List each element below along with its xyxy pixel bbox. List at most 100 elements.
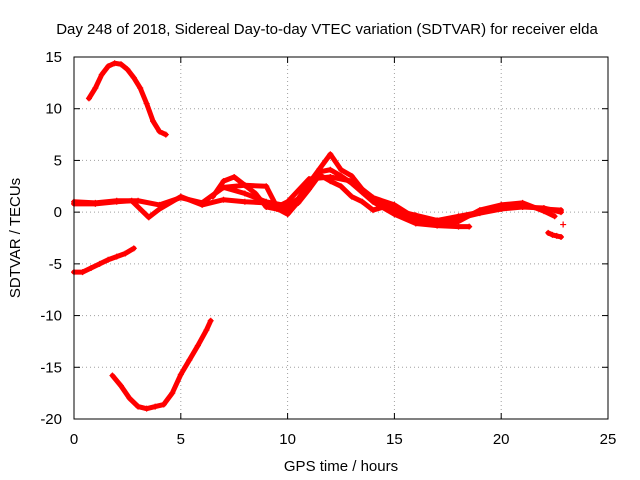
- data-point: [327, 151, 334, 158]
- data-point: [152, 403, 159, 410]
- data-point: [338, 183, 344, 190]
- data-point: [79, 269, 86, 276]
- data-point: [220, 178, 227, 185]
- chart-title: Day 248 of 2018, Sidereal Day-to-day VTE…: [56, 21, 598, 38]
- data-point: [241, 182, 248, 189]
- data-point: [545, 229, 552, 236]
- y-tick-label: -5: [49, 256, 62, 273]
- data-point: [348, 178, 355, 185]
- data-point: [137, 85, 144, 92]
- x-tick-label: 15: [386, 431, 403, 448]
- data-point: [370, 194, 377, 201]
- data-point: [412, 215, 419, 222]
- data-point: [551, 213, 558, 220]
- y-tick-label: 15: [45, 49, 62, 66]
- y-tick-label: 10: [45, 101, 62, 118]
- data-point: [434, 221, 441, 228]
- data-point: [273, 203, 280, 210]
- data-point: [130, 245, 137, 252]
- data-point: [553, 232, 560, 239]
- grid-lines: [74, 57, 608, 419]
- data-point: [558, 233, 565, 240]
- data-point: [338, 166, 344, 173]
- data-point: [177, 371, 184, 378]
- data-point: [143, 405, 150, 412]
- data-point: [519, 199, 526, 206]
- x-tick-labels: 0 5 10 15 20 25: [70, 431, 617, 448]
- data-point: [145, 214, 152, 221]
- data-point: [199, 201, 206, 208]
- x-tick-label: 5: [177, 431, 185, 448]
- x-tick-label: 20: [493, 431, 510, 448]
- data-point: [241, 198, 248, 205]
- data-point: [124, 66, 131, 73]
- x-tick-label: 0: [70, 431, 78, 448]
- series-trace: [109, 318, 214, 412]
- data-point: [327, 166, 334, 173]
- x-axis-label: GPS time / hours: [284, 458, 398, 475]
- data-point: [88, 264, 95, 271]
- series-band-d: [220, 173, 558, 228]
- data-point: [295, 199, 302, 206]
- data-point: [220, 184, 227, 191]
- data-point: [359, 198, 366, 205]
- data-point: [476, 207, 483, 214]
- data-point: [98, 71, 105, 78]
- plot-frame: [73, 56, 609, 420]
- series-trace: [221, 174, 558, 228]
- data-point: [241, 190, 248, 197]
- data-point: [92, 200, 99, 207]
- data-point: [169, 390, 176, 397]
- y-tick-label: -15: [40, 359, 62, 376]
- data-point: [150, 118, 157, 125]
- series-arc-high: [85, 60, 169, 138]
- series-tail-neg2: [545, 229, 565, 240]
- y-tick-label: -10: [40, 308, 62, 325]
- series-trace: [86, 60, 169, 138]
- data-point: [455, 223, 462, 230]
- data-point: [540, 208, 547, 215]
- data-point: [348, 193, 355, 200]
- y-tick-label: 0: [54, 204, 62, 221]
- y-tick-label: -20: [40, 411, 62, 428]
- data-point: [498, 201, 505, 208]
- data-point: [231, 173, 238, 180]
- data-point: [105, 256, 112, 263]
- data-point: [113, 198, 120, 205]
- data-point: [207, 317, 214, 324]
- x-tick-label: 10: [279, 431, 296, 448]
- data-point: [135, 197, 142, 204]
- data-point: [105, 63, 112, 70]
- plot-area: [71, 60, 567, 412]
- data-point: [128, 197, 135, 204]
- data-point: [391, 209, 398, 216]
- data-point: [391, 201, 398, 208]
- data-point: [160, 401, 167, 408]
- data-point: [348, 172, 355, 179]
- series-trace: [210, 172, 564, 224]
- y-axis-label: SDTVAR / TECUs: [7, 178, 24, 298]
- data-point: [263, 203, 270, 210]
- data-point: [327, 173, 334, 180]
- data-point: [122, 250, 129, 257]
- data-point: [284, 198, 291, 205]
- data-point: [203, 327, 210, 334]
- data-point: [96, 260, 103, 267]
- data-point: [156, 128, 163, 135]
- data-point: [380, 203, 387, 210]
- data-point: [126, 395, 133, 402]
- y-tick-label: 5: [54, 152, 62, 169]
- series-arc-low: [109, 317, 214, 412]
- data-point: [305, 186, 312, 193]
- data-point: [111, 60, 118, 67]
- data-point: [370, 207, 377, 214]
- data-point: [135, 403, 142, 410]
- axis-ticks: [73, 56, 609, 420]
- data-point: [466, 223, 473, 230]
- data-point: [305, 176, 312, 183]
- data-point: [117, 382, 124, 389]
- data-point: [560, 221, 567, 228]
- data-point: [156, 206, 163, 213]
- data-point: [117, 61, 124, 68]
